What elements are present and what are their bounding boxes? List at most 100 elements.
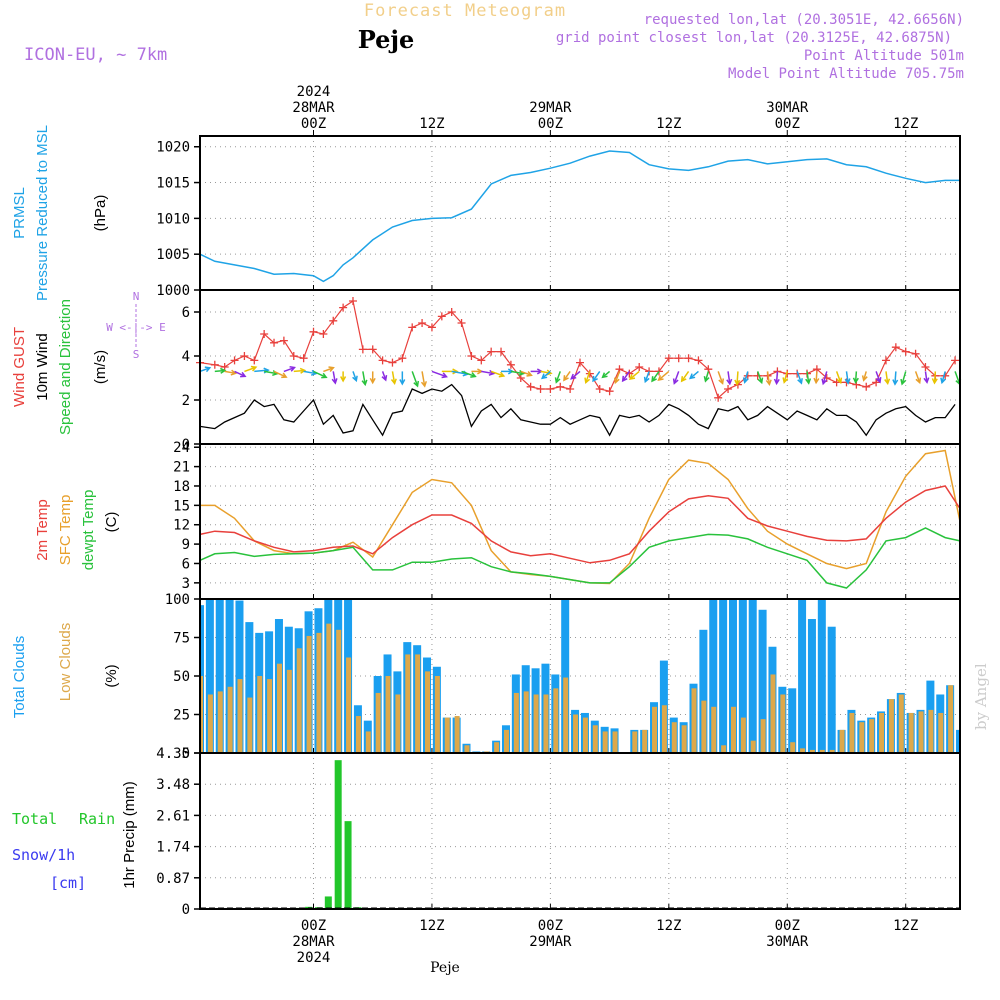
low-cloud-bar xyxy=(740,717,746,753)
total-cloud-bar xyxy=(719,599,728,753)
wind-arrow-head xyxy=(369,377,376,385)
clouds-grid xyxy=(200,598,960,753)
temp-unit: (C) xyxy=(103,512,120,533)
wind-arrow xyxy=(224,370,236,375)
wind-arrow xyxy=(481,370,494,375)
gust-marker xyxy=(329,316,338,325)
wind-arrow xyxy=(362,371,366,385)
low-cloud-bar xyxy=(207,694,213,753)
low-cloud-bar xyxy=(750,740,756,753)
y-tick-label: 4.35 xyxy=(156,746,190,762)
gust-marker xyxy=(487,347,496,356)
wind-arrow-head xyxy=(875,376,882,384)
wind-arrow-head xyxy=(805,378,812,385)
watermark: by Angel xyxy=(972,663,990,730)
wind-arrow-head xyxy=(900,378,907,386)
gust-marker xyxy=(645,367,654,376)
wind-arrow xyxy=(273,370,287,378)
precip-grid xyxy=(200,752,960,909)
wind-arrow-head xyxy=(381,374,388,382)
compass-south: S xyxy=(133,348,140,361)
wind-arrow-head xyxy=(892,379,899,386)
grid-point-coords: grid point closest lon,lat (20.3125E, 42… xyxy=(556,30,952,46)
precip-cm-label: [cm] xyxy=(50,874,86,892)
gust-marker xyxy=(921,363,930,371)
wind-arrow xyxy=(835,371,842,383)
wind-arrow xyxy=(199,367,211,373)
y-tick-label: 1010 xyxy=(156,211,190,227)
gust-marker xyxy=(526,382,535,391)
wind-arrow xyxy=(431,370,447,378)
time-label: 00Z xyxy=(538,116,563,132)
wind-arrow xyxy=(490,370,505,377)
rain-bar xyxy=(344,821,352,909)
clouds-y-ticks: 0 25 50 75 100 xyxy=(165,592,907,762)
total-cloud-bar xyxy=(245,622,254,753)
wind-arrow-head xyxy=(321,372,328,379)
gust-marker xyxy=(625,369,634,378)
wind-arrow xyxy=(717,371,724,384)
low-cloud-bar xyxy=(336,629,342,753)
low-cloud-bar xyxy=(434,676,440,753)
pressure-line xyxy=(199,150,960,283)
low-cloud-bar xyxy=(928,709,934,753)
low-cloud-bar xyxy=(582,717,588,753)
low-cloud-bar xyxy=(247,697,253,753)
wind-arrow-head xyxy=(782,377,789,384)
wind-arrow xyxy=(901,371,907,385)
wind-arrow xyxy=(704,371,710,382)
time-label: 12Z xyxy=(893,918,918,934)
time-label: 30MAR xyxy=(766,934,809,950)
y-tick-label: 24 xyxy=(173,440,190,456)
low-cloud-bar xyxy=(346,657,352,753)
wind-arrow-head xyxy=(836,377,843,385)
wind-arrow-head xyxy=(331,378,338,385)
wind-arrow-head xyxy=(613,377,620,385)
y-tick-label: 18 xyxy=(173,479,190,495)
low-cloud-bar xyxy=(938,712,944,753)
wind-arrow xyxy=(352,371,358,381)
temperature-grid xyxy=(200,444,960,599)
temp-dew-label: dewpt Temp xyxy=(80,490,97,571)
total-clouds-label: Total Clouds xyxy=(11,636,28,719)
total-cloud-bar xyxy=(807,619,816,753)
temp-sfc-label: SFC Temp xyxy=(57,495,74,566)
temperature-panel: 3 6 9 12 15 18 21 24 2m Temp SFC Temp dewpt Tem… xyxy=(34,440,961,600)
y-tick-label: 6 xyxy=(182,305,190,321)
y-tick-label: 4 xyxy=(182,349,190,365)
gust-marker xyxy=(348,297,357,305)
wind-arrow-head xyxy=(328,366,335,372)
low-cloud-bar xyxy=(395,694,401,753)
gust-marker xyxy=(664,354,673,363)
wind-arrow xyxy=(644,371,650,382)
precip-snow-label: Snow/1h xyxy=(12,846,75,864)
y-tick-label: 2.61 xyxy=(156,808,190,824)
low-cloud-bar xyxy=(553,688,559,753)
wind-arrow-head xyxy=(734,379,741,387)
wind-y-ticks: 0 2 4 6 xyxy=(182,305,907,453)
total-cloud-bar xyxy=(215,599,224,753)
wind-arrow-head xyxy=(541,373,548,380)
requested-coords: requested lon,lat (20.3051E, 42.6656N) xyxy=(644,12,964,28)
wind-arrow-head xyxy=(361,379,368,387)
temperature-frame xyxy=(199,443,961,600)
low-cloud-bar xyxy=(237,679,243,753)
wind-arrow xyxy=(933,371,937,384)
gust-marker xyxy=(635,363,644,371)
rain-bar xyxy=(334,760,342,909)
wind-arrow-head xyxy=(220,367,227,374)
wind-arrow xyxy=(214,369,225,373)
time-label: 12Z xyxy=(419,918,444,934)
gust-marker xyxy=(516,374,525,382)
low-cloud-bar xyxy=(671,722,677,753)
low-cloud-bar xyxy=(425,671,431,753)
wind-arrow xyxy=(254,369,269,373)
wind-arrow-head xyxy=(742,377,749,384)
pressure-label-prmsl: PRMSL xyxy=(11,187,28,239)
total-cloud-bar xyxy=(748,599,757,753)
point-altitude: Point Altitude 501m xyxy=(804,48,964,64)
wind-arrow-head xyxy=(240,371,247,378)
wind-arrow xyxy=(651,370,660,382)
low-cloud-bar xyxy=(415,654,421,753)
